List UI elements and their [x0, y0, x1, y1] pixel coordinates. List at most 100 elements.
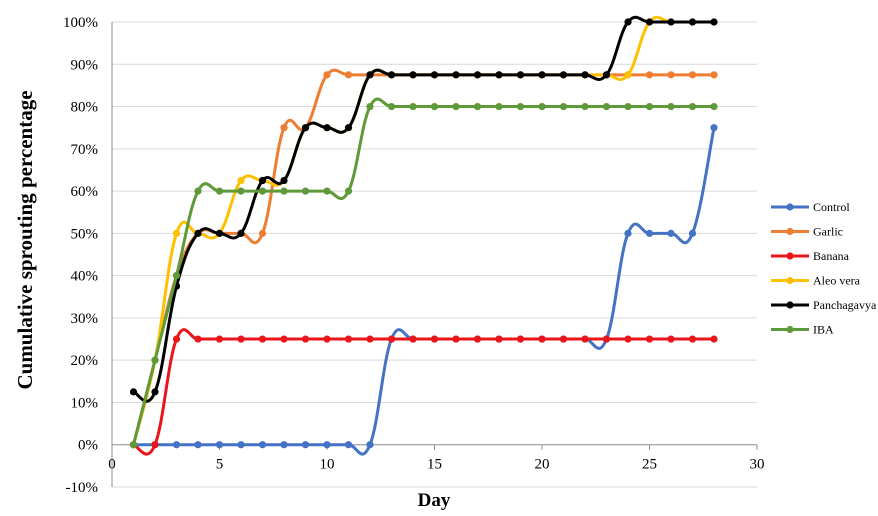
data-point-iba: [516, 102, 525, 111]
x-tick-labels: 0 5 10 15 20 25 30: [108, 457, 764, 473]
data-point-garlic: [344, 71, 353, 79]
data-point-garlic: [258, 229, 267, 237]
x-tick-label: 30: [750, 457, 765, 473]
data-point-banana: [645, 335, 654, 343]
data-point-panchagavya: [516, 71, 525, 79]
data-point-panchagavya: [559, 71, 568, 79]
data-point-iba: [387, 102, 396, 111]
data-point-iba: [645, 102, 654, 111]
data-point-garlic: [645, 71, 654, 79]
data-point-banana: [280, 335, 288, 343]
data-point-iba: [301, 187, 310, 195]
legend-label: Aleo vera: [813, 274, 861, 288]
y-axis-title: Cumulative sprouting percentage: [13, 90, 37, 389]
y-tick-label: 60%: [71, 184, 99, 200]
data-point-aleo-vera: [172, 229, 181, 237]
data-point-control: [215, 441, 224, 449]
data-point-iba: [215, 187, 224, 195]
series-line-iba: [132, 97, 716, 447]
series-control: [129, 124, 718, 456]
data-point-iba: [581, 102, 589, 111]
y-tick-label: 0%: [78, 438, 98, 454]
data-point-panchagavya: [344, 124, 353, 132]
data-point-banana: [538, 335, 546, 343]
data-point-iba: [258, 187, 267, 195]
data-point-iba: [194, 187, 202, 195]
data-point-banana: [409, 335, 417, 343]
data-point-panchagavya: [301, 124, 310, 132]
x-axis-title: Day: [418, 490, 451, 511]
data-point-control: [344, 441, 353, 449]
data-point-iba: [129, 441, 138, 449]
data-point-banana: [452, 335, 460, 343]
data-point-panchagavya: [194, 229, 202, 237]
x-tick-label: 25: [642, 457, 657, 473]
legend-swatch-marker: [786, 203, 794, 211]
legend-swatch-marker: [786, 227, 794, 236]
data-point-panchagavya: [495, 71, 503, 79]
data-point-panchagavya: [624, 18, 632, 26]
data-point-iba: [473, 102, 482, 111]
data-point-banana: [624, 335, 632, 343]
y-tick-label: 10%: [71, 395, 99, 411]
y-tick-label: 90%: [71, 57, 99, 73]
series-panchagavya: [129, 15, 718, 403]
data-point-control: [237, 441, 245, 449]
y-tick-label: -10%: [66, 480, 99, 496]
y-tick-label: 80%: [71, 100, 99, 116]
legend-item-iba: IBA: [771, 323, 834, 337]
data-point-banana: [215, 335, 224, 343]
x-tick-label: 15: [427, 457, 442, 473]
data-point-banana: [151, 441, 159, 449]
data-point-aleo-vera: [237, 176, 245, 185]
data-point-banana: [301, 335, 310, 343]
legend: Control Garlic Banana Aleo vera Panchagavya I…: [771, 200, 877, 337]
data-point-control: [194, 441, 202, 449]
data-point-banana: [344, 335, 353, 343]
data-point-iba: [323, 187, 331, 195]
data-point-banana: [516, 335, 525, 343]
data-point-panchagavya: [323, 124, 331, 132]
data-point-panchagavya: [215, 229, 224, 237]
y-tick-label: 30%: [71, 311, 99, 327]
legend-label: Garlic: [813, 225, 843, 239]
legend-swatch-marker: [786, 301, 794, 309]
legend-swatch-marker: [786, 276, 794, 285]
legend-item-control: Control: [771, 200, 850, 214]
series-banana: [129, 328, 718, 456]
data-point-iba: [366, 102, 374, 111]
data-point-panchagavya: [538, 71, 546, 79]
data-point-iba: [624, 102, 632, 111]
axes: [111, 22, 758, 487]
legend-item-banana: Banana: [771, 249, 850, 263]
data-point-iba: [667, 102, 675, 111]
series-line-control: [132, 126, 716, 456]
y-tick-labels: -10% 0% 10% 20% 30% 40% 50% 60% 70% 80% 90% 100%: [63, 15, 98, 496]
data-point-iba: [237, 187, 245, 195]
data-point-banana: [473, 335, 482, 343]
series-line-garlic: [132, 68, 716, 447]
data-point-banana: [495, 335, 503, 343]
data-point-banana: [667, 335, 675, 343]
data-point-panchagavya: [688, 18, 697, 26]
data-point-iba: [559, 102, 568, 111]
legend-label: IBA: [813, 323, 834, 337]
data-point-panchagavya: [452, 71, 460, 79]
data-point-control: [645, 229, 654, 237]
data-point-banana: [430, 335, 439, 343]
data-point-iba: [430, 102, 439, 111]
data-point-iba: [710, 102, 718, 111]
data-point-iba: [688, 102, 697, 111]
data-point-panchagavya: [667, 18, 675, 26]
data-point-control: [301, 441, 310, 449]
data-point-panchagavya: [430, 71, 439, 79]
data-point-control: [323, 441, 331, 449]
y-tick-label: 20%: [71, 353, 99, 369]
series-line-panchagavya: [132, 15, 716, 403]
data-point-banana: [688, 335, 697, 343]
data-point-banana: [387, 335, 396, 343]
data-point-garlic: [280, 124, 288, 132]
legend-label: Panchagavya: [813, 298, 877, 312]
